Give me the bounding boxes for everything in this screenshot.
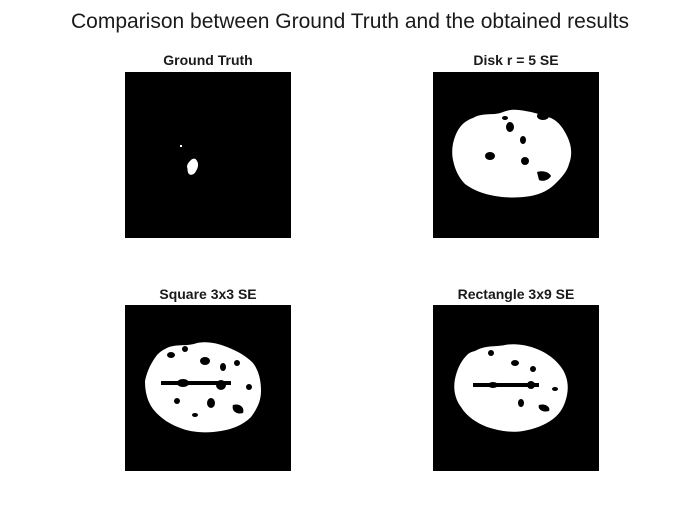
panel-title-square: Square 3x3 SE xyxy=(159,286,257,302)
panel-title-ground-truth: Ground Truth xyxy=(163,52,253,68)
disk-mask-image xyxy=(433,72,599,238)
figure-title: Comparison between Ground Truth and the … xyxy=(70,10,629,33)
rectangle-mask-region xyxy=(454,344,568,432)
square-mask-region xyxy=(145,342,261,433)
ground-truth-blob xyxy=(187,158,199,175)
panel-rectangle xyxy=(433,305,599,471)
rectangle-mask-image xyxy=(433,305,599,471)
panel-square xyxy=(125,305,291,471)
panel-ground-truth xyxy=(125,72,291,238)
ground-truth-mask-image xyxy=(125,72,291,238)
panel-disk xyxy=(433,72,599,238)
panel-title-disk: Disk r = 5 SE xyxy=(473,52,559,68)
panel-title-rectangle: Rectangle 3x9 SE xyxy=(457,286,575,302)
ground-truth-speck xyxy=(180,145,182,147)
square-mask-image xyxy=(125,305,291,471)
